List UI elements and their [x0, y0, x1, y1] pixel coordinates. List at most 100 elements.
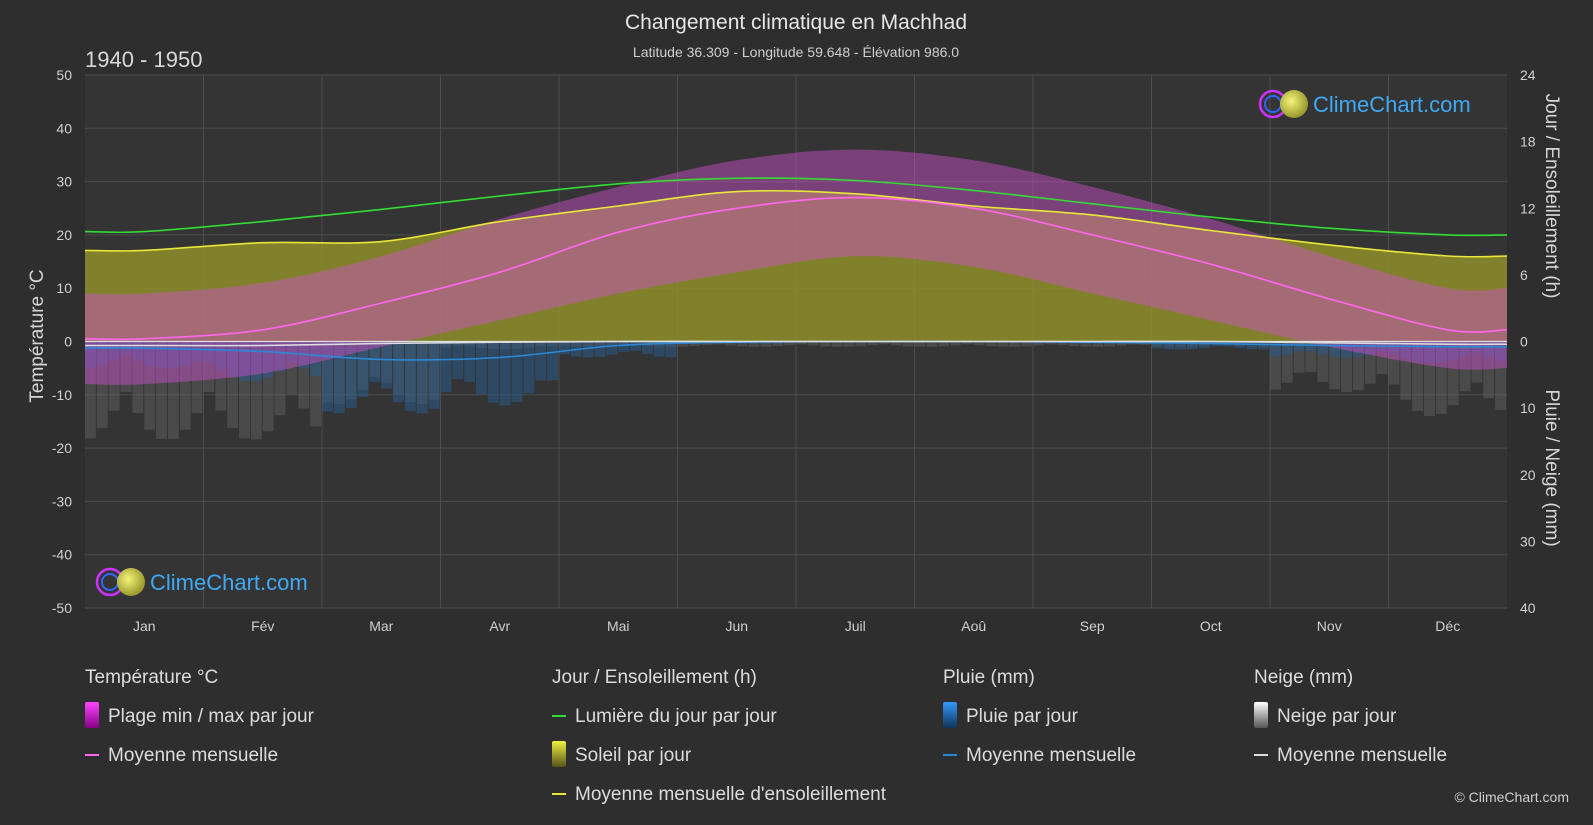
legend-item-label: Soleil par jour — [575, 745, 692, 766]
snow-bar — [973, 341, 985, 346]
y-right-bottom-tick: 30 — [1520, 533, 1536, 549]
data-lines — [84, 177, 1508, 361]
rain-bar — [1246, 341, 1258, 350]
rain-bar — [1163, 341, 1175, 350]
snow-bar — [1009, 341, 1021, 347]
y-left-tick: 50 — [56, 67, 72, 83]
snow-bar — [108, 341, 120, 411]
rain-bar — [582, 341, 594, 358]
rain-bar — [1459, 341, 1471, 356]
y-left-axis-label: Température °C — [27, 269, 48, 402]
y-right-top-tick: 18 — [1520, 134, 1536, 150]
y-left-tick: 30 — [56, 174, 72, 190]
snow-bar — [961, 341, 973, 345]
y-right-bottom-axis-label: Pluie / Neige (mm) — [1541, 389, 1562, 546]
snow-bar — [1412, 341, 1424, 411]
rain-bar — [1435, 341, 1447, 363]
x-tick-label: Mai — [607, 618, 630, 634]
snow-bar — [1388, 341, 1400, 385]
legend-group-title: Neige (mm) — [1254, 667, 1353, 688]
rain-bar — [108, 341, 120, 361]
x-tick-label: Mar — [369, 618, 393, 634]
x-tick-label: Sep — [1080, 618, 1105, 634]
rain-bar — [1495, 341, 1506, 362]
legend-item-label: Moyenne mensuelle — [108, 745, 278, 766]
snow-bar — [938, 341, 950, 347]
snow-bar — [843, 341, 855, 347]
legend-swatch-icon — [943, 702, 957, 728]
legend-swatch-icon — [1254, 702, 1268, 728]
legend-item-label: Plage min / max par jour — [108, 706, 315, 727]
rain-bar — [1483, 341, 1495, 358]
rain-bar — [594, 341, 606, 357]
y-left-tick: 40 — [56, 120, 72, 136]
rain-bar — [1400, 341, 1412, 359]
rain-bar — [1388, 341, 1400, 354]
y-right-top-tick: 6 — [1520, 267, 1528, 283]
y-right-bottom-tick: 10 — [1520, 400, 1536, 416]
sunshine-band — [85, 190, 1507, 342]
rain-bar — [641, 341, 653, 355]
snow-bar — [1495, 341, 1506, 410]
rain-bar — [333, 341, 345, 414]
snow-bar — [191, 341, 203, 414]
y-left-tick: 20 — [56, 227, 72, 243]
x-tick-label: Jan — [133, 618, 156, 634]
legend-item-label: Moyenne mensuelle — [1277, 745, 1447, 766]
legend-item-label: Pluie par jour — [966, 706, 1079, 727]
rain-bar — [1352, 341, 1364, 357]
snow-bar — [215, 341, 227, 411]
rain-bar — [1151, 341, 1163, 349]
snow-bar — [310, 341, 321, 427]
rain-bar — [547, 341, 558, 381]
snow-bar — [926, 341, 938, 347]
snow-bar — [985, 341, 997, 347]
snow-bar — [1352, 341, 1364, 391]
y-right-top-tick: 24 — [1520, 67, 1536, 83]
rain-bar — [286, 341, 298, 364]
snow-bar — [950, 341, 961, 346]
rain-bar — [203, 341, 215, 363]
x-tick-label: Aoû — [961, 618, 986, 634]
rain-bar — [1258, 341, 1269, 350]
rain-bar — [132, 341, 144, 361]
snow-bar — [1293, 341, 1305, 373]
rain-bar — [227, 341, 239, 377]
copyright: © ClimeChart.com — [1454, 789, 1569, 805]
data-bands — [85, 149, 1507, 385]
x-tick-label: Avr — [489, 618, 510, 634]
snow-bar — [1281, 341, 1293, 383]
snow-bar — [85, 341, 96, 439]
rain-bar — [523, 341, 535, 394]
snow-bar — [878, 341, 890, 345]
snow-bar — [286, 341, 298, 395]
snow-bar — [250, 341, 262, 440]
chart-subtitle: Latitude 36.309 - Longitude 59.648 - Élé… — [633, 44, 959, 60]
y-right-top-axis-label: Jour / Ensoleillement (h) — [1541, 94, 1562, 299]
y-right-top-tick: 0 — [1520, 334, 1528, 350]
y-right-bottom-tick: 20 — [1520, 467, 1536, 483]
axis-ticks: 50 40 30 20 10 0 -10 -20 -30 -40 -50 24 18 12 6 0 10 20 30… — [52, 67, 1536, 634]
snow-bar — [831, 341, 843, 347]
y-right-top-tick: 12 — [1520, 200, 1536, 216]
snow-bar — [1376, 341, 1388, 375]
rain-bar — [1329, 341, 1341, 357]
x-tick-label: Fév — [251, 618, 274, 634]
rain-bar — [487, 341, 499, 403]
legend-group-title: Température °C — [85, 667, 218, 688]
rain-bar — [85, 341, 96, 368]
rain-bar — [215, 341, 227, 370]
rain-bar — [1364, 341, 1376, 355]
snow-bar — [914, 341, 926, 347]
rain-bar — [1305, 341, 1317, 352]
temperature-range-band — [85, 149, 1507, 385]
rain-bar — [156, 341, 167, 368]
y-left-tick: -40 — [52, 547, 72, 563]
rain-bar — [1293, 341, 1305, 352]
rain-bar — [476, 341, 487, 395]
rain-bar — [559, 341, 570, 355]
rain-bar — [357, 341, 369, 397]
x-tick-label: Oct — [1200, 618, 1222, 634]
rain-bar — [179, 341, 191, 366]
